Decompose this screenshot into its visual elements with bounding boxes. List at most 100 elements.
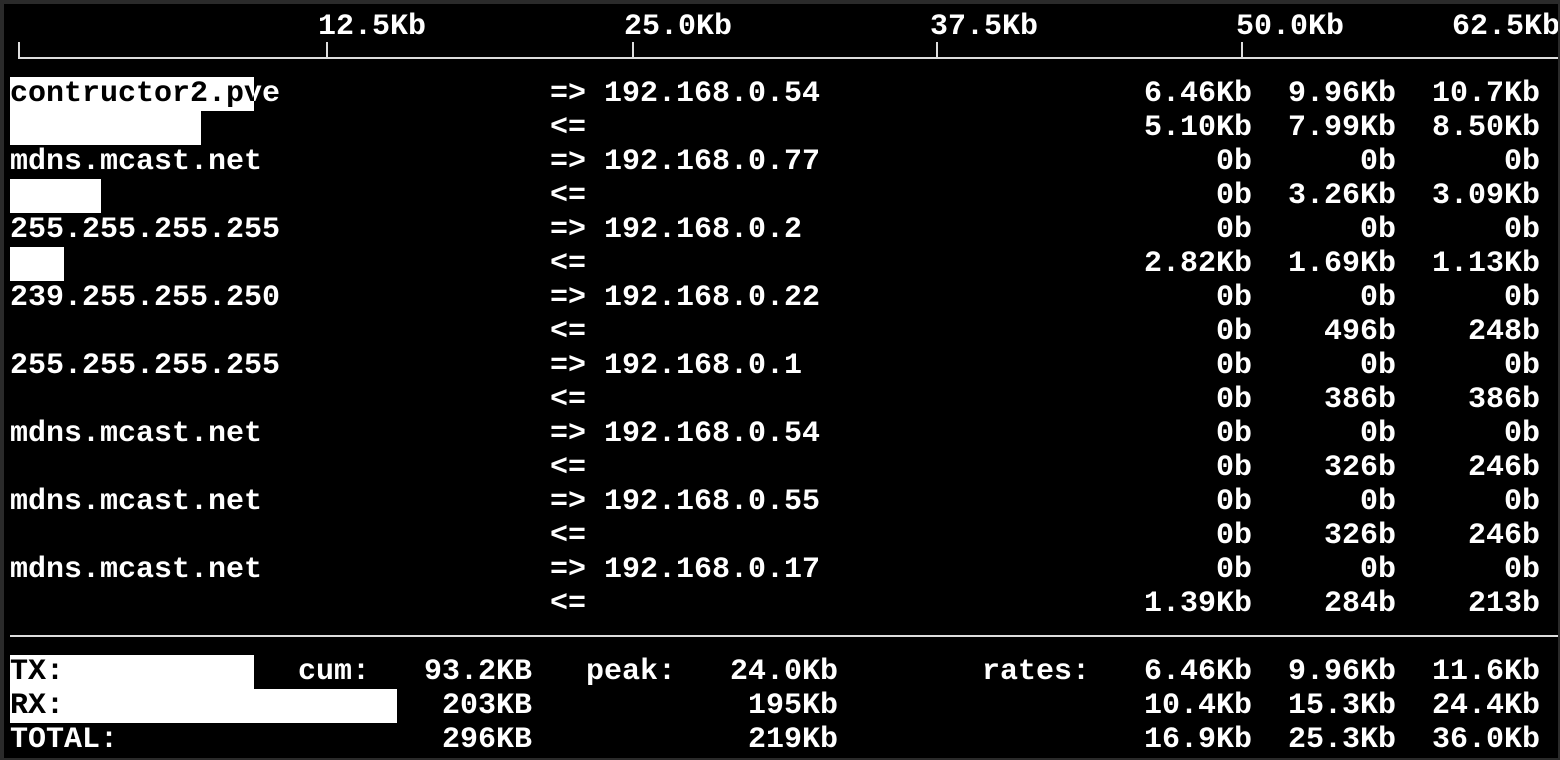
direction-arrow: <= [550,519,587,553]
rate-40s: 11.6Kb [1431,655,1540,689]
direction-arrow: => [550,213,587,247]
rate-10s: 7.99Kb [1287,111,1396,145]
direction-arrow: => [550,417,587,451]
direction-arrow: <= [550,383,587,417]
peer-address: 192.168.0.22 [604,281,821,315]
direction-arrow: <= [550,111,587,145]
host-name: 255.255.255.255 [10,213,281,247]
rate-10s: 0b [1359,485,1396,519]
rate-2s: 10.4Kb [1143,689,1252,723]
rate-2s: 0b [1215,417,1252,451]
rate-2s: 0b [1215,485,1252,519]
direction-arrow: => [550,77,587,111]
scale-tick-label: 50.0Kb [1236,10,1345,44]
rate-2s: 0b [1215,519,1252,553]
rate-10s: 0b [1359,213,1396,247]
peak-value: 219Kb [747,723,838,757]
rate-10s: 0b [1359,349,1396,383]
direction-arrow: => [550,145,587,179]
peak-label: peak: [586,655,677,689]
rate-10s: 0b [1359,553,1396,587]
bandwidth-bar [10,179,101,213]
rate-10s: 1.69Kb [1287,247,1396,281]
rate-2s: 16.9Kb [1143,723,1252,757]
scale-tick [326,42,328,58]
scale-tick-label: 62.5Kb [1452,10,1558,44]
rate-10s: 326b [1323,451,1396,485]
rate-10s: 3.26Kb [1287,179,1396,213]
rate-40s: 8.50Kb [1431,111,1540,145]
rate-40s: 0b [1503,553,1540,587]
scale-tick [18,42,20,58]
rate-10s: 25.3Kb [1287,723,1396,757]
scale-tick-label: 37.5Kb [930,10,1039,44]
rate-2s: 6.46Kb [1143,77,1252,111]
rate-10s: 0b [1359,145,1396,179]
bandwidth-bar [10,77,254,111]
peer-address: 192.168.0.1 [604,349,803,383]
scale-axis [18,57,1558,59]
rate-40s: 36.0Kb [1431,723,1540,757]
peer-address: 192.168.0.55 [604,485,821,519]
cumulative-value: 93.2KB [423,655,532,689]
rate-2s: 0b [1215,315,1252,349]
rate-2s: 0b [1215,281,1252,315]
bandwidth-bar [10,655,254,689]
iftop-terminal: 12.5Kb 25.0Kb 37.5Kb 50.0Kb 62.5Kb contr… [4,4,1558,758]
rate-40s: 386b [1467,383,1540,417]
rate-40s: 0b [1503,485,1540,519]
rate-40s: 248b [1467,315,1540,349]
bandwidth-bar [10,689,397,723]
rate-40s: 0b [1503,417,1540,451]
host-name: mdns.mcast.net [10,417,263,451]
rate-10s: 0b [1359,281,1396,315]
rate-2s: 0b [1215,451,1252,485]
rate-2s: 0b [1215,213,1252,247]
direction-arrow: => [550,485,587,519]
rate-40s: 0b [1503,213,1540,247]
peer-address: 192.168.0.77 [604,145,821,179]
rate-10s: 15.3Kb [1287,689,1396,723]
peer-address: 192.168.0.17 [604,553,821,587]
direction-arrow: => [550,281,587,315]
peer-address: 192.168.0.54 [604,77,821,111]
cum-label: cum: [298,655,371,689]
rate-2s: 1.39Kb [1143,587,1252,621]
host-name: mdns.mcast.net [10,485,263,519]
totals-separator [10,635,1558,637]
cumulative-value: 203KB [441,689,532,723]
totals-label: TOTAL: [10,723,119,757]
rate-2s: 5.10Kb [1143,111,1252,145]
scale-tick-label: 12.5Kb [318,10,427,44]
rate-2s: 0b [1215,179,1252,213]
rate-10s: 284b [1323,587,1396,621]
rate-40s: 0b [1503,145,1540,179]
rate-2s: 0b [1215,553,1252,587]
rate-40s: 3.09Kb [1431,179,1540,213]
rate-10s: 0b [1359,417,1396,451]
rate-40s: 24.4Kb [1431,689,1540,723]
scale-tick-label: 25.0Kb [624,10,733,44]
rate-40s: 1.13Kb [1431,247,1540,281]
rate-2s: 0b [1215,145,1252,179]
host-name: 255.255.255.255 [10,349,281,383]
peak-value: 195Kb [747,689,838,723]
rate-10s: 9.96Kb [1287,77,1396,111]
peer-address: 192.168.0.54 [604,417,821,451]
bandwidth-bar [10,111,201,145]
scale-tick [1241,42,1243,58]
rate-2s: 0b [1215,349,1252,383]
host-name: mdns.mcast.net [10,553,263,587]
scale-tick [936,42,938,58]
direction-arrow: <= [550,451,587,485]
rate-10s: 386b [1323,383,1396,417]
bandwidth-bar [10,247,64,281]
rate-40s: 246b [1467,451,1540,485]
rate-40s: 246b [1467,519,1540,553]
rate-2s: 2.82Kb [1143,247,1252,281]
rate-40s: 10.7Kb [1431,77,1540,111]
direction-arrow: <= [550,179,587,213]
host-name: mdns.mcast.net [10,145,263,179]
rate-10s: 326b [1323,519,1396,553]
direction-arrow: => [550,349,587,383]
